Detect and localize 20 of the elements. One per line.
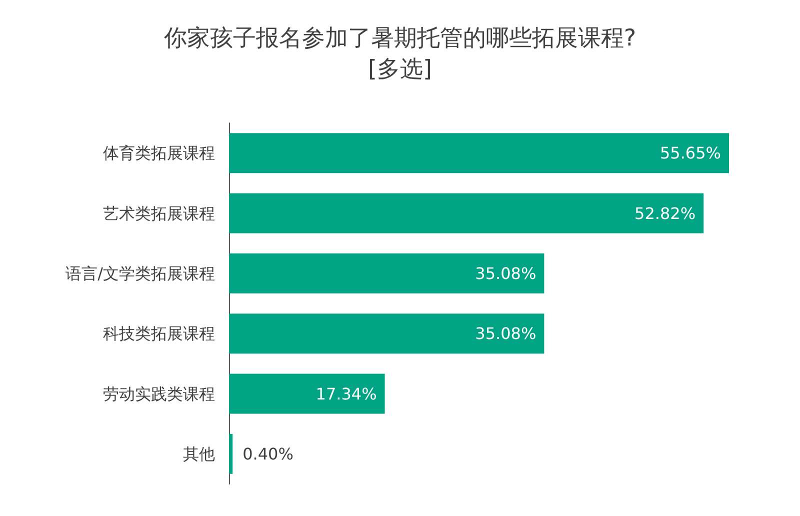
data-label: 35.08% <box>475 264 536 283</box>
bar <box>229 374 385 414</box>
data-label: 35.08% <box>475 324 536 344</box>
y-tick-label: 语言/文学类拓展课程 <box>66 264 215 283</box>
bar <box>229 193 704 234</box>
data-label: 52.82% <box>634 204 696 223</box>
y-tick-label: 其他 <box>183 444 215 464</box>
data-label: 17.34% <box>316 384 377 404</box>
y-tick-label: 体育类拓展课程 <box>103 144 215 163</box>
chart-subtitle: [多选] <box>368 56 432 82</box>
bar <box>229 314 544 354</box>
bar <box>229 133 729 174</box>
chart-title: 你家孩子报名参加了暑期托管的哪些拓展课程? <box>162 26 636 52</box>
y-tick-label: 科技类拓展课程 <box>103 324 215 344</box>
bar <box>229 434 233 474</box>
bar <box>229 253 544 294</box>
y-tick-label: 艺术类拓展课程 <box>103 204 215 223</box>
data-label: 0.40% <box>242 444 294 464</box>
y-tick-label: 劳动实践类课程 <box>103 384 215 404</box>
data-label: 55.65% <box>660 144 721 163</box>
